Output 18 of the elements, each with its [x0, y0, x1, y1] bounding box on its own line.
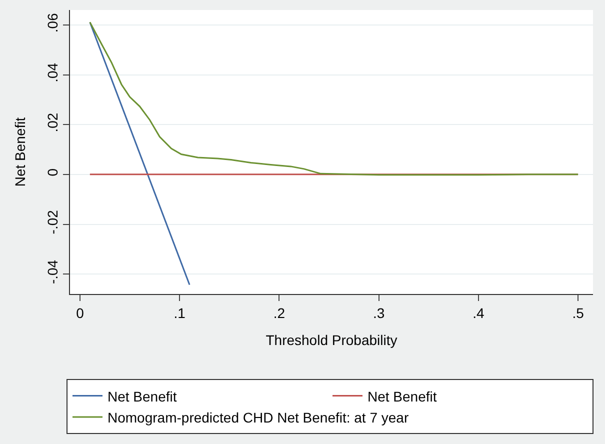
y-tick-label: -.02	[44, 210, 60, 234]
y-tick-label: .06	[44, 12, 60, 33]
y-tick-label: -.04	[44, 260, 60, 284]
y-tick-label: 0	[44, 168, 60, 176]
x-tick-label: .4	[472, 304, 484, 321]
y-tick-label: .02	[44, 112, 60, 132]
x-tick-label: 0	[76, 304, 84, 321]
legend-label: Net Benefit	[108, 388, 177, 404]
y-axis-title: Net Benefit	[12, 117, 28, 187]
x-tick-label: .5	[572, 304, 584, 321]
x-tick-label: .1	[174, 304, 186, 321]
legend-label: Nomogram-predicted CHD Net Benefit: at 7 year	[108, 409, 409, 426]
x-axis-title: Threshold Probability	[266, 332, 398, 348]
x-tick-label: .3	[372, 304, 385, 321]
line-series	[89, 21, 579, 176]
x-tick-label: .2	[273, 304, 286, 321]
y-tick-label: .04	[44, 62, 60, 82]
legend-label: Net Benefit	[368, 388, 437, 404]
